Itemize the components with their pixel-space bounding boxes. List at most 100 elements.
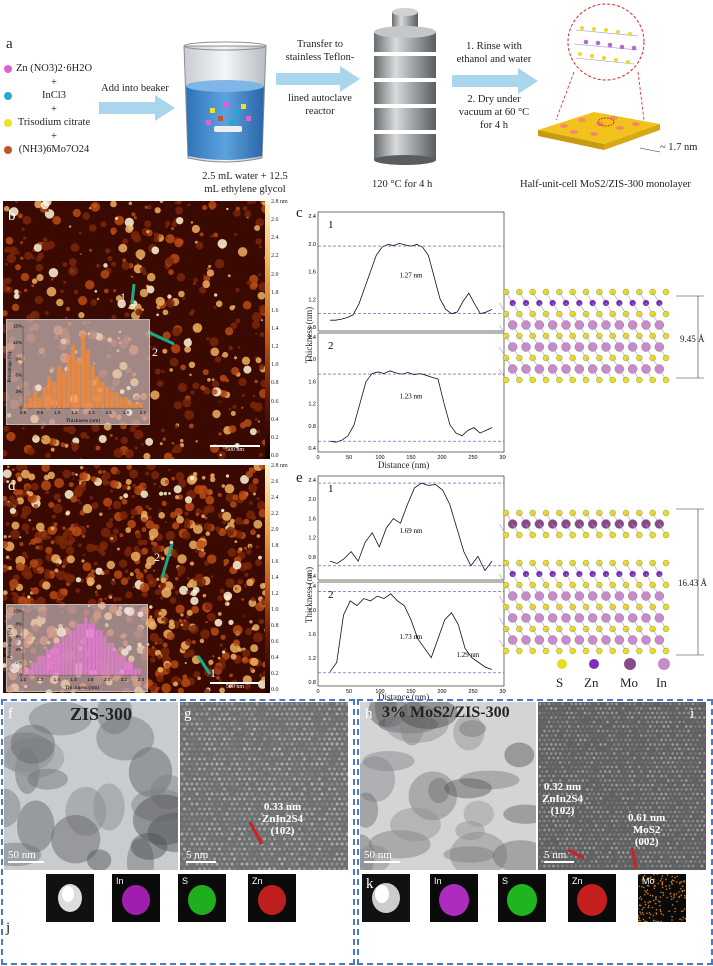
step-transfer-label: Transfer to stainless Teflon- xyxy=(272,38,368,64)
hist-bar xyxy=(71,344,76,408)
profile-e-chart: 2.4 2.0 1.6 1.2 0.8 0.4 1 1.69 nm 2.4 2.0 1.6 1.2 0.… xyxy=(308,475,506,695)
hist-bar xyxy=(46,649,50,675)
monolayer-caption: Half-unit-cell MoS2/ZIS-300 monolayer xyxy=(520,179,691,190)
eds-k-in-label: In xyxy=(434,876,442,886)
atom-in xyxy=(654,364,664,374)
tem-i-scale-text: 5 nm xyxy=(544,849,567,861)
step-dry-label: 2. Dry under vacuum at 60 °C for 4 h xyxy=(446,93,542,132)
eds-j-zn-label: Zn xyxy=(252,876,263,886)
profile-e-xtick: 150 xyxy=(406,689,415,695)
hist-bar xyxy=(61,636,65,675)
atom-s xyxy=(662,376,670,384)
atom-in xyxy=(614,342,624,352)
structure-c-illustration xyxy=(499,288,704,384)
beaker-caption-1: 2.5 mL water + 12.5 xyxy=(202,171,288,182)
colorbar-d-tick: 1.2 xyxy=(271,591,279,597)
profile-c-xtick: 0 xyxy=(316,455,319,461)
hist-bar xyxy=(138,402,143,408)
hist-bar xyxy=(124,397,129,408)
tem-f-title: ZIS-300 xyxy=(70,704,133,724)
profile-c-xtick: 250 xyxy=(468,455,477,461)
atom-s xyxy=(556,332,563,340)
hist-xtick: 1.4 xyxy=(88,410,95,415)
atom-zn xyxy=(656,299,663,307)
step2-line1: Transfer to xyxy=(297,39,343,50)
panel-label-i: i xyxy=(690,706,695,722)
beaker-illustration xyxy=(183,41,267,163)
atom-s xyxy=(662,581,670,589)
hist-bar xyxy=(88,623,92,675)
atom-s xyxy=(596,603,603,611)
atom-s xyxy=(582,531,590,539)
eds-j-haadf xyxy=(46,874,94,922)
hist-xlabel: Thickness (nm) xyxy=(65,684,100,691)
atom-in xyxy=(534,320,544,330)
atom-s xyxy=(636,332,643,340)
hist-bar xyxy=(28,397,33,408)
profile-e-series-2 xyxy=(329,593,493,673)
profile-e-ytick: 2.4 xyxy=(308,478,316,484)
hist-bar xyxy=(23,668,27,675)
hist-bar xyxy=(34,662,38,675)
atom-in xyxy=(534,342,544,352)
profile-e-ytick: 2.0 xyxy=(308,608,316,614)
profile-c-ytick: 1.6 xyxy=(308,270,316,276)
afm-b-line1-label: 1 xyxy=(120,290,126,304)
atom-s xyxy=(529,531,536,539)
hist-ytick: 8% xyxy=(15,621,22,626)
tem-i-annotation-1: 0.32 nm ZnIn2S4 (102) xyxy=(542,781,583,817)
afm-b-scalebar: 500 nm xyxy=(210,445,260,453)
panel-label-b: b xyxy=(8,208,16,224)
atom-s xyxy=(516,603,523,611)
panel-label-e: e xyxy=(296,470,303,486)
profile-c-label-2: 2 xyxy=(328,340,334,352)
atom-s xyxy=(636,376,643,384)
panel-label-k: k xyxy=(366,876,374,892)
tem-h-title: 3% MoS2/ZIS-300 xyxy=(382,704,510,721)
eds-k-mo: Mo xyxy=(638,874,686,922)
atom-s xyxy=(516,509,523,517)
tem-i-plane2: (002) xyxy=(634,836,659,848)
tem-f-texture xyxy=(4,702,178,870)
colorbar-d-tick: 1.4 xyxy=(271,575,279,581)
tem-h-scale: 50 nm xyxy=(364,849,400,863)
afm-d-profile-lines xyxy=(160,543,212,675)
afm-d-scalebar: 500 nm xyxy=(210,682,260,690)
eds-j-zn: Zn xyxy=(248,874,296,922)
atom-s xyxy=(622,531,630,539)
hist-xtick: 2.4 xyxy=(138,677,145,682)
eds-k-s-label: S xyxy=(502,876,509,886)
panel-label-h: h xyxy=(365,706,373,722)
colorbar-d-tick: 0.2 xyxy=(271,671,279,677)
atom-zn xyxy=(576,570,583,578)
tem-i-phase2: MoS2 xyxy=(632,824,661,836)
profile-e-xlabel: Distance (nm) xyxy=(378,692,430,702)
hist-bar xyxy=(53,643,57,675)
hist-bar xyxy=(133,668,137,675)
profile-c-ytick: 2.0 xyxy=(308,242,316,248)
atom-s xyxy=(596,288,603,296)
atom-s xyxy=(636,559,643,567)
hist-xtick: 1.2 xyxy=(37,677,44,682)
step-add-label: Add into beaker xyxy=(101,83,169,94)
hist-ytick: 9% xyxy=(15,356,22,361)
profile-c-value-1: 1.27 nm xyxy=(400,271,424,279)
hist-bar xyxy=(95,376,100,408)
atom-mo xyxy=(534,519,544,529)
hist-bar xyxy=(52,381,57,408)
hist-xtick: 1.8 xyxy=(87,677,94,682)
atom-s xyxy=(596,647,603,655)
colorbar-d-tick: 1.0 xyxy=(271,607,279,613)
atom-s xyxy=(636,509,643,517)
atom-s xyxy=(596,332,603,340)
hist-d-chart: 1.0 1.2 1.4 1.6 1.8 2.0 2.2 2.4 10% 8% 6% 4% 2% 0 Thic… xyxy=(8,609,145,692)
step3-line2: ethanol and water xyxy=(456,54,532,65)
hist-inset-b: 0.6 0.8 1.0 1.2 1.4 1.6 1.8 2.0 15% 12% 9% 6% 3% 0 Thi… xyxy=(6,319,150,425)
citrate-dot-icon xyxy=(4,119,12,127)
colorbar-b xyxy=(265,201,270,459)
profile-c-chart: 2.4 2.0 1.6 1.2 0.8 1 1.27 nm 2.4 2.0 1.6 1.2 0.8 0.… xyxy=(308,211,506,461)
atom-s xyxy=(582,647,590,655)
atom-in xyxy=(534,613,544,623)
hist-ylabel: Percentage (%) xyxy=(8,627,13,658)
profile-e-ytick: 1.2 xyxy=(308,656,316,662)
